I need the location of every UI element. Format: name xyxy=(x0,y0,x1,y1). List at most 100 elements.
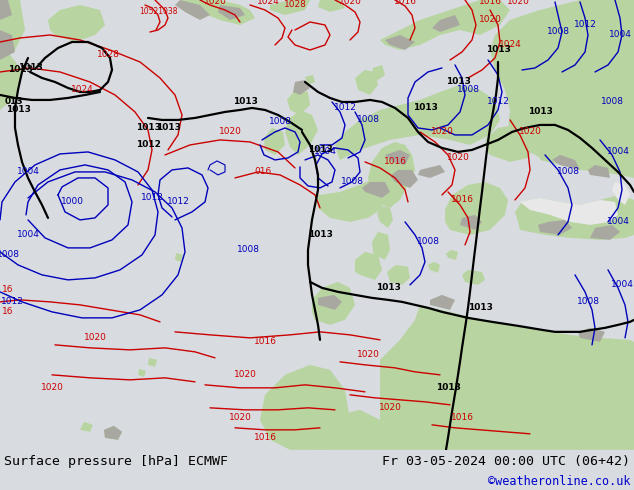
Text: 16: 16 xyxy=(3,285,14,294)
Polygon shape xyxy=(148,358,157,367)
Text: 1024: 1024 xyxy=(257,0,280,6)
Polygon shape xyxy=(80,422,93,432)
Polygon shape xyxy=(377,206,393,228)
Polygon shape xyxy=(515,195,634,240)
Polygon shape xyxy=(462,270,485,285)
Polygon shape xyxy=(432,15,460,32)
Polygon shape xyxy=(590,225,620,240)
Text: 013: 013 xyxy=(5,98,23,106)
Text: 1016: 1016 xyxy=(394,0,417,6)
Polygon shape xyxy=(446,250,458,260)
Text: 1020: 1020 xyxy=(519,127,541,136)
Text: 1020: 1020 xyxy=(446,153,469,163)
Polygon shape xyxy=(315,178,388,222)
Polygon shape xyxy=(310,410,380,450)
Text: 1024: 1024 xyxy=(498,41,521,49)
Polygon shape xyxy=(264,128,285,155)
Polygon shape xyxy=(372,232,390,260)
Text: 1016: 1016 xyxy=(254,433,276,442)
Text: 1012: 1012 xyxy=(1,297,23,306)
Text: 1013: 1013 xyxy=(413,103,437,113)
Polygon shape xyxy=(362,182,390,198)
Text: 1013: 1013 xyxy=(307,146,332,154)
Text: 1008: 1008 xyxy=(456,85,479,95)
Text: ©weatheronline.co.uk: ©weatheronline.co.uk xyxy=(488,475,630,489)
Text: 1008: 1008 xyxy=(356,116,380,124)
Polygon shape xyxy=(520,198,618,225)
Text: 1004: 1004 xyxy=(609,30,631,40)
Text: 1013: 1013 xyxy=(155,123,181,132)
Text: 1013: 1013 xyxy=(233,98,257,106)
Polygon shape xyxy=(355,70,378,95)
Polygon shape xyxy=(390,170,418,188)
Text: Surface pressure [hPa] ECMWF: Surface pressure [hPa] ECMWF xyxy=(4,455,228,468)
Polygon shape xyxy=(293,80,310,95)
Polygon shape xyxy=(287,90,310,115)
Text: 1008: 1008 xyxy=(576,297,600,306)
Text: 1016: 1016 xyxy=(384,157,406,167)
Text: 1012: 1012 xyxy=(486,98,510,106)
Polygon shape xyxy=(0,55,22,110)
Text: 1004: 1004 xyxy=(607,218,630,226)
Text: 1020: 1020 xyxy=(339,0,361,6)
Text: 1020: 1020 xyxy=(204,0,226,6)
Text: 1016: 1016 xyxy=(254,337,276,346)
Polygon shape xyxy=(175,253,183,262)
Text: 1008: 1008 xyxy=(600,98,623,106)
Text: 1020: 1020 xyxy=(356,350,379,359)
Polygon shape xyxy=(0,0,25,60)
Text: 1008: 1008 xyxy=(547,27,569,36)
Text: 1008: 1008 xyxy=(417,237,439,246)
Text: 1012: 1012 xyxy=(141,194,164,202)
Text: 1028: 1028 xyxy=(96,50,119,59)
Text: 1020: 1020 xyxy=(507,0,529,6)
Text: 10521038: 10521038 xyxy=(139,7,178,17)
Text: 1008: 1008 xyxy=(269,118,292,126)
Text: 1028: 1028 xyxy=(283,0,306,9)
Polygon shape xyxy=(538,220,572,235)
Polygon shape xyxy=(104,426,122,440)
Polygon shape xyxy=(578,328,605,342)
Polygon shape xyxy=(418,165,445,178)
Text: 1020: 1020 xyxy=(219,127,242,136)
Text: 016: 016 xyxy=(254,168,271,176)
Polygon shape xyxy=(175,0,210,20)
Polygon shape xyxy=(385,150,410,165)
Text: 1013: 1013 xyxy=(375,283,401,293)
Text: 1016: 1016 xyxy=(451,196,474,204)
Polygon shape xyxy=(552,155,580,170)
Polygon shape xyxy=(335,85,500,160)
Text: 1008: 1008 xyxy=(0,250,20,259)
Text: 1012: 1012 xyxy=(136,141,160,149)
Text: 1012: 1012 xyxy=(167,197,190,206)
Text: 1012: 1012 xyxy=(574,21,597,29)
Text: 1013: 1013 xyxy=(307,230,332,240)
Polygon shape xyxy=(445,182,508,235)
Polygon shape xyxy=(430,295,455,310)
Text: 1004: 1004 xyxy=(607,147,630,156)
Polygon shape xyxy=(612,182,630,205)
Polygon shape xyxy=(385,35,415,50)
Polygon shape xyxy=(48,5,105,42)
Polygon shape xyxy=(318,295,342,310)
Text: 1020: 1020 xyxy=(84,333,107,343)
Polygon shape xyxy=(460,215,482,230)
Text: 1020: 1020 xyxy=(233,370,256,379)
Text: 1008: 1008 xyxy=(340,177,363,186)
Text: 1013: 1013 xyxy=(446,77,470,86)
Text: 1000: 1000 xyxy=(60,197,84,206)
Text: 1013: 1013 xyxy=(136,123,160,132)
Text: 1004: 1004 xyxy=(611,280,633,290)
Polygon shape xyxy=(180,0,255,25)
Text: 1013: 1013 xyxy=(527,107,552,117)
Polygon shape xyxy=(490,0,634,178)
Text: 1020: 1020 xyxy=(229,414,252,422)
Polygon shape xyxy=(355,252,382,280)
Polygon shape xyxy=(380,0,510,50)
Polygon shape xyxy=(372,65,385,80)
Text: 1013: 1013 xyxy=(18,64,42,73)
Text: 1013: 1013 xyxy=(486,46,510,54)
Polygon shape xyxy=(104,426,122,440)
Polygon shape xyxy=(260,365,350,450)
Text: 1020: 1020 xyxy=(479,16,501,24)
